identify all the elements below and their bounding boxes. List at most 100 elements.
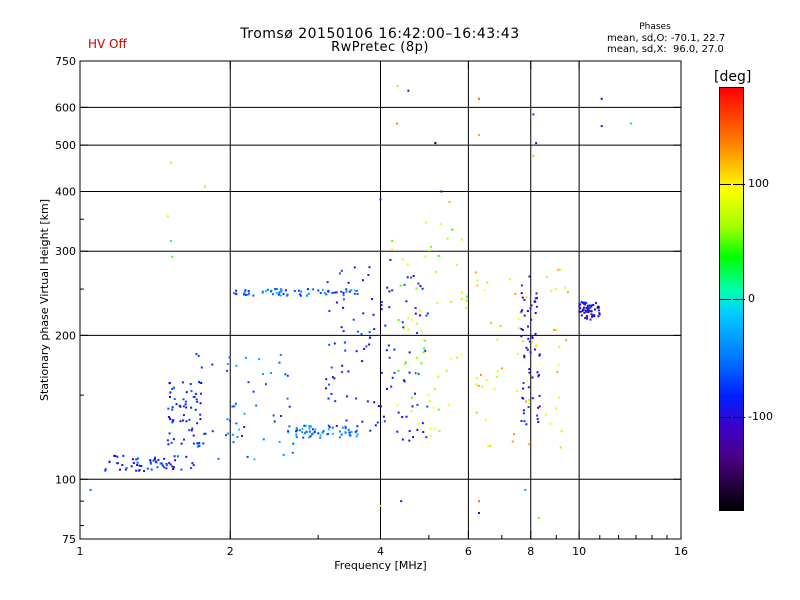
echo-point <box>520 284 523 287</box>
echo-point <box>484 419 487 422</box>
colorbar-tick <box>719 417 731 418</box>
echo-point <box>396 404 399 407</box>
echo-point <box>495 376 498 378</box>
echo-point <box>555 328 558 331</box>
echo-point <box>380 304 383 307</box>
echo-point <box>410 276 413 279</box>
echo-point <box>579 310 582 313</box>
echo-point <box>521 329 524 331</box>
echo-point <box>550 289 553 292</box>
echo-point <box>233 292 236 295</box>
echo-point <box>528 443 531 446</box>
echo-point <box>167 416 170 418</box>
echo-point <box>277 293 280 296</box>
echo-point <box>385 349 388 352</box>
echo-point <box>171 408 174 411</box>
echo-point <box>537 517 540 519</box>
x-tick-label: 4 <box>377 545 384 558</box>
echo-point <box>310 425 313 428</box>
echo-point <box>308 427 311 430</box>
echo-point <box>424 221 427 224</box>
echo-point <box>325 293 328 296</box>
echo-point <box>328 426 331 429</box>
echo-point <box>527 337 530 340</box>
echo-point <box>399 284 402 287</box>
echo-point <box>586 308 589 311</box>
echo-point <box>356 433 359 436</box>
echo-point <box>386 387 388 390</box>
echo-point <box>451 228 454 231</box>
echo-point <box>345 419 348 422</box>
echo-point <box>286 293 289 296</box>
echo-point <box>523 356 526 359</box>
echo-point <box>262 438 265 441</box>
echo-point <box>437 255 440 257</box>
echo-point <box>531 376 534 379</box>
echo-point <box>538 353 541 356</box>
echo-point <box>412 275 415 277</box>
echo-point <box>528 368 531 371</box>
echo-point <box>408 430 411 432</box>
echo-point <box>397 369 400 372</box>
echo-point <box>340 269 343 272</box>
echo-point <box>508 278 511 280</box>
echo-point <box>478 500 480 503</box>
echo-point <box>582 308 584 311</box>
echo-point <box>344 427 347 430</box>
echo-point <box>420 362 423 365</box>
echo-point <box>582 306 585 309</box>
phases-heading: Phases <box>639 22 671 32</box>
echo-point <box>300 290 303 293</box>
echo-point <box>157 459 160 462</box>
echo-point <box>342 291 345 294</box>
echo-point <box>196 400 199 403</box>
echo-point <box>180 468 183 471</box>
echo-point <box>327 290 330 293</box>
echo-point <box>335 291 338 294</box>
echo-point <box>475 411 478 414</box>
echo-point <box>376 421 379 424</box>
echo-point <box>416 403 419 406</box>
echo-point <box>264 290 267 293</box>
echo-point <box>383 420 386 423</box>
echo-point <box>538 354 541 357</box>
echo-point <box>169 240 172 243</box>
echo-point <box>527 386 530 389</box>
echo-point <box>390 385 393 388</box>
echo-point <box>460 297 463 300</box>
echo-point <box>485 379 488 382</box>
echo-point <box>252 294 255 297</box>
echo-point <box>553 328 556 331</box>
colorbar-tick <box>733 299 745 300</box>
echo-point <box>379 504 382 507</box>
echo-point <box>211 430 214 433</box>
echo-point <box>476 284 479 287</box>
echo-point <box>124 468 127 471</box>
echo-point <box>536 297 538 300</box>
echo-point <box>368 343 371 346</box>
echo-point <box>188 429 191 432</box>
echo-point <box>174 459 177 462</box>
echo-point <box>521 340 524 343</box>
echo-point <box>246 455 249 458</box>
echo-point <box>414 392 416 395</box>
echo-point <box>232 441 235 444</box>
echo-point <box>391 239 394 242</box>
echo-point <box>225 434 228 437</box>
echo-point <box>238 428 241 431</box>
echo-point <box>165 467 168 470</box>
echo-point <box>338 436 341 439</box>
echo-point <box>295 430 298 433</box>
echo-point <box>538 374 540 377</box>
echo-point <box>279 353 282 356</box>
colorbar-tick-label: 100 <box>748 177 769 190</box>
echo-point <box>163 457 166 460</box>
echo-point <box>168 461 171 464</box>
echo-point <box>309 435 312 438</box>
echo-point <box>172 466 175 469</box>
echo-point <box>140 465 143 467</box>
echo-point <box>525 346 528 349</box>
colorbar-tick <box>719 184 731 185</box>
echo-point <box>403 380 406 383</box>
echo-point <box>355 350 358 353</box>
